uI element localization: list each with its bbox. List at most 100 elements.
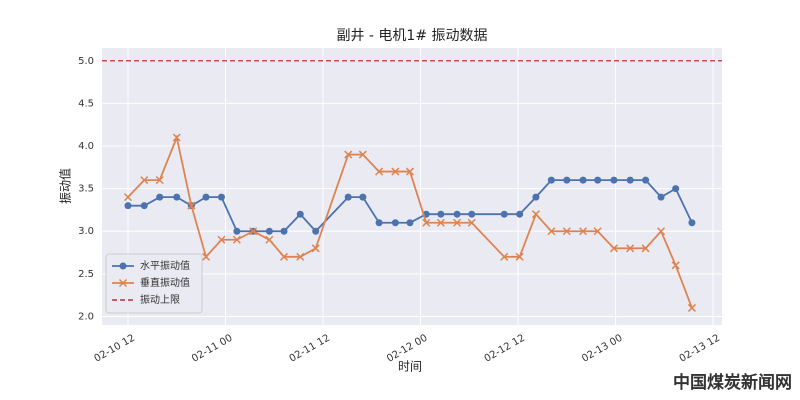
marker <box>626 244 635 253</box>
marker <box>515 252 524 261</box>
plot-area <box>102 48 722 325</box>
marker <box>531 210 540 219</box>
marker-x <box>201 252 211 261</box>
marker <box>311 244 320 253</box>
marker-x <box>579 227 588 236</box>
marker-x <box>453 218 462 227</box>
y-tick-label: 5.0 <box>78 56 94 67</box>
marker <box>405 167 414 176</box>
marker <box>232 235 241 244</box>
x-axis-label: 时间 <box>398 360 422 374</box>
marker <box>140 202 148 210</box>
y-tick-label: 3.0 <box>78 226 94 237</box>
marker-x <box>641 244 650 253</box>
marker <box>391 219 399 227</box>
marker-x <box>265 235 274 244</box>
marker <box>375 219 383 227</box>
marker <box>344 150 353 159</box>
marker <box>547 227 556 236</box>
marker <box>579 176 587 184</box>
marker-x <box>311 244 320 253</box>
marker <box>296 210 304 218</box>
marker <box>118 278 128 288</box>
marker <box>265 235 274 244</box>
marker-x <box>232 235 241 244</box>
marker-x <box>140 176 149 185</box>
marker <box>436 218 445 227</box>
marker <box>453 210 461 218</box>
marker <box>500 252 509 261</box>
marker-x <box>217 235 226 244</box>
marker <box>468 210 476 218</box>
marker <box>467 218 476 227</box>
marker <box>610 176 618 184</box>
x-tick-label: 02-13 12 <box>678 333 722 365</box>
marker <box>265 227 273 235</box>
marker-x <box>531 210 540 219</box>
marker-x <box>467 218 476 227</box>
marker <box>358 150 367 159</box>
marker <box>688 219 696 227</box>
marker <box>249 227 258 236</box>
legend-label: 振动上限 <box>140 293 180 306</box>
marker <box>201 252 211 261</box>
marker-x <box>187 201 196 210</box>
marker-x <box>344 150 353 159</box>
x-tick-label: 02-10 12 <box>93 333 137 365</box>
marker <box>156 193 164 201</box>
marker-x <box>593 227 602 236</box>
marker-x <box>436 218 445 227</box>
marker-x <box>657 227 666 236</box>
marker <box>657 227 666 236</box>
marker-x <box>375 167 384 176</box>
marker <box>375 167 384 176</box>
marker-x <box>296 252 305 261</box>
marker <box>437 210 445 218</box>
marker <box>563 176 571 184</box>
marker <box>155 176 164 185</box>
marker <box>422 218 431 227</box>
marker-x <box>391 167 400 176</box>
marker <box>187 201 196 210</box>
y-tick-label: 2.5 <box>78 269 94 280</box>
marker-x <box>687 303 696 312</box>
marker <box>594 176 602 184</box>
marker <box>312 227 320 235</box>
marker <box>202 193 210 201</box>
marker <box>532 193 540 201</box>
marker-x <box>671 261 680 270</box>
x-tick-label: 02-13 00 <box>580 333 624 365</box>
legend-box <box>105 253 203 314</box>
marker-x <box>358 150 367 159</box>
y-tick-label: 4.0 <box>78 141 94 152</box>
marker <box>671 261 680 270</box>
y-tick-label: 2.0 <box>78 311 94 322</box>
marker <box>391 167 400 176</box>
marker <box>593 227 602 236</box>
marker <box>609 244 618 253</box>
marker <box>359 193 367 201</box>
marker <box>279 252 289 261</box>
marker <box>233 227 241 235</box>
y-tick-label: 3.5 <box>78 184 94 195</box>
marker <box>626 176 634 184</box>
marker <box>123 193 133 202</box>
marker <box>500 210 508 218</box>
x-tick-label: 02-12 12 <box>483 333 527 365</box>
marker <box>280 227 288 235</box>
watermark: 中国煤炭新闻网 <box>673 372 792 393</box>
marker <box>119 262 127 270</box>
marker <box>406 219 414 227</box>
marker <box>516 210 524 218</box>
marker-x <box>547 227 556 236</box>
marker <box>172 133 181 142</box>
marker-x <box>123 193 133 202</box>
marker <box>344 193 352 201</box>
x-tick-label: 02-11 00 <box>190 333 234 365</box>
marker <box>217 235 226 244</box>
marker <box>642 176 650 184</box>
marker <box>657 193 665 201</box>
marker <box>672 185 680 193</box>
